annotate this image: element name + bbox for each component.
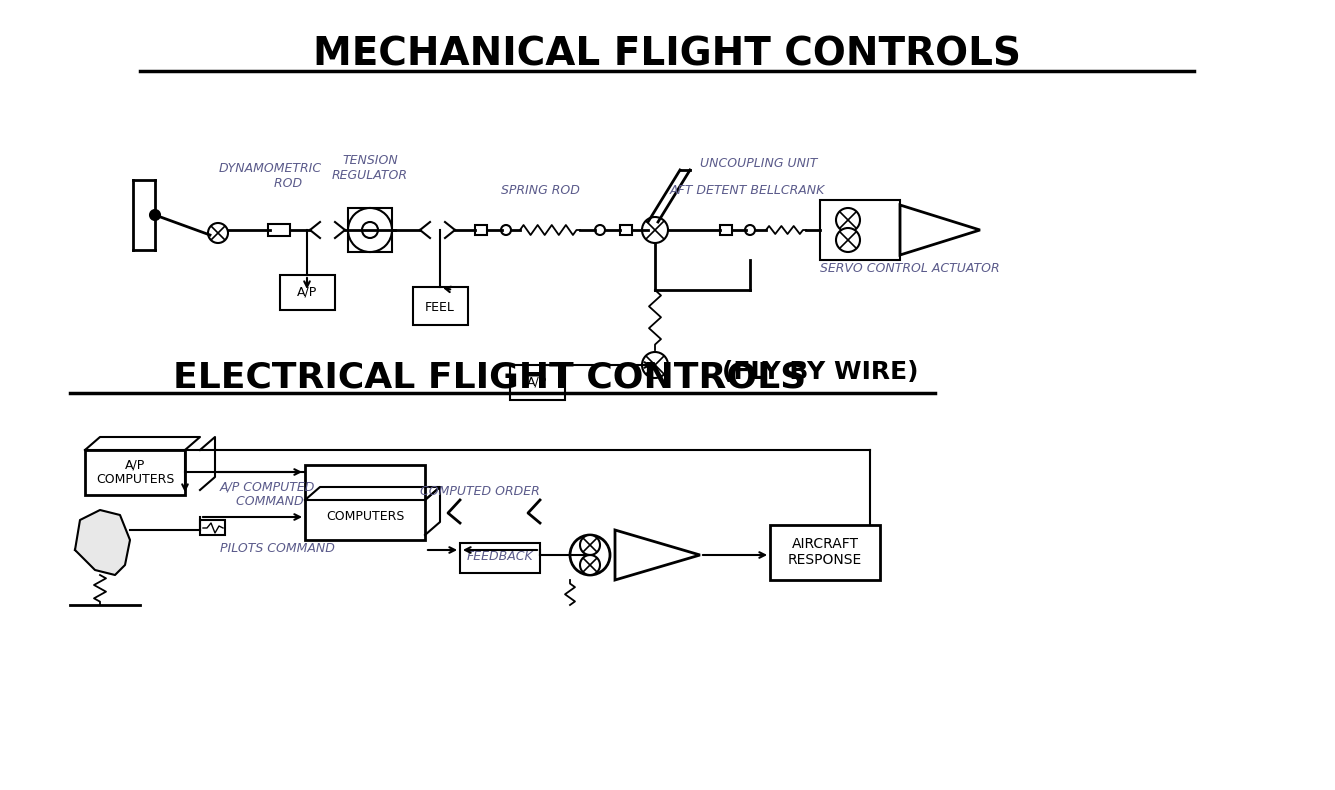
Circle shape xyxy=(362,222,378,238)
Polygon shape xyxy=(75,510,129,575)
Text: AFT DETENT BELLCRANK: AFT DETENT BELLCRANK xyxy=(670,184,825,197)
Text: FEEL: FEEL xyxy=(425,300,455,314)
Circle shape xyxy=(595,225,605,235)
Circle shape xyxy=(836,208,860,232)
Text: A/P: A/P xyxy=(296,285,318,299)
Bar xyxy=(510,365,565,400)
Circle shape xyxy=(579,535,599,555)
Bar xyxy=(304,465,425,540)
Bar xyxy=(200,520,226,535)
Bar xyxy=(413,287,469,325)
Text: DYNAMOMETRIC
         ROD: DYNAMOMETRIC ROD xyxy=(219,162,322,190)
Circle shape xyxy=(836,228,860,252)
Circle shape xyxy=(570,535,610,575)
Circle shape xyxy=(745,225,756,235)
Bar xyxy=(720,225,732,235)
Bar xyxy=(280,275,335,310)
Text: A/P
COMPUTERS: A/P COMPUTERS xyxy=(96,458,174,486)
Circle shape xyxy=(348,208,392,252)
Text: FEEDBACK: FEEDBACK xyxy=(467,551,534,563)
Bar xyxy=(85,450,186,495)
Text: (FLY BY WIRE): (FLY BY WIRE) xyxy=(722,360,918,384)
Circle shape xyxy=(348,208,392,252)
Text: SERVO CONTROL ACTUATOR: SERVO CONTROL ACTUATOR xyxy=(820,262,1000,275)
Bar xyxy=(348,208,392,252)
Text: PILOTS COMMAND: PILOTS COMMAND xyxy=(220,542,335,555)
Text: TENSION
REGULATOR: TENSION REGULATOR xyxy=(332,154,409,182)
Circle shape xyxy=(579,555,599,575)
Circle shape xyxy=(150,210,160,220)
Text: SPRING ROD: SPRING ROD xyxy=(501,184,579,197)
Bar xyxy=(475,225,487,235)
Bar xyxy=(820,200,900,260)
Text: COMPUTERS: COMPUTERS xyxy=(326,510,405,524)
Text: AIRCRAFT
RESPONSE: AIRCRAFT RESPONSE xyxy=(788,537,862,567)
Circle shape xyxy=(642,352,668,378)
Text: COMPUTED ORDER: COMPUTED ORDER xyxy=(421,485,539,498)
Circle shape xyxy=(642,217,668,243)
Circle shape xyxy=(362,222,378,238)
Bar xyxy=(770,525,880,580)
Bar xyxy=(268,224,290,236)
Bar xyxy=(619,225,631,235)
Text: A/P: A/P xyxy=(527,375,547,389)
Circle shape xyxy=(208,223,228,243)
Text: UNCOUPLING UNIT: UNCOUPLING UNIT xyxy=(700,157,817,170)
Text: MECHANICAL FLIGHT CONTROLS: MECHANICAL FLIGHT CONTROLS xyxy=(312,35,1021,73)
Text: A/P COMPUTED
    COMMAND: A/P COMPUTED COMMAND xyxy=(220,480,315,508)
Bar xyxy=(461,543,539,573)
Circle shape xyxy=(501,225,511,235)
Text: ELECTRICAL FLIGHT CONTROLS: ELECTRICAL FLIGHT CONTROLS xyxy=(174,360,806,394)
